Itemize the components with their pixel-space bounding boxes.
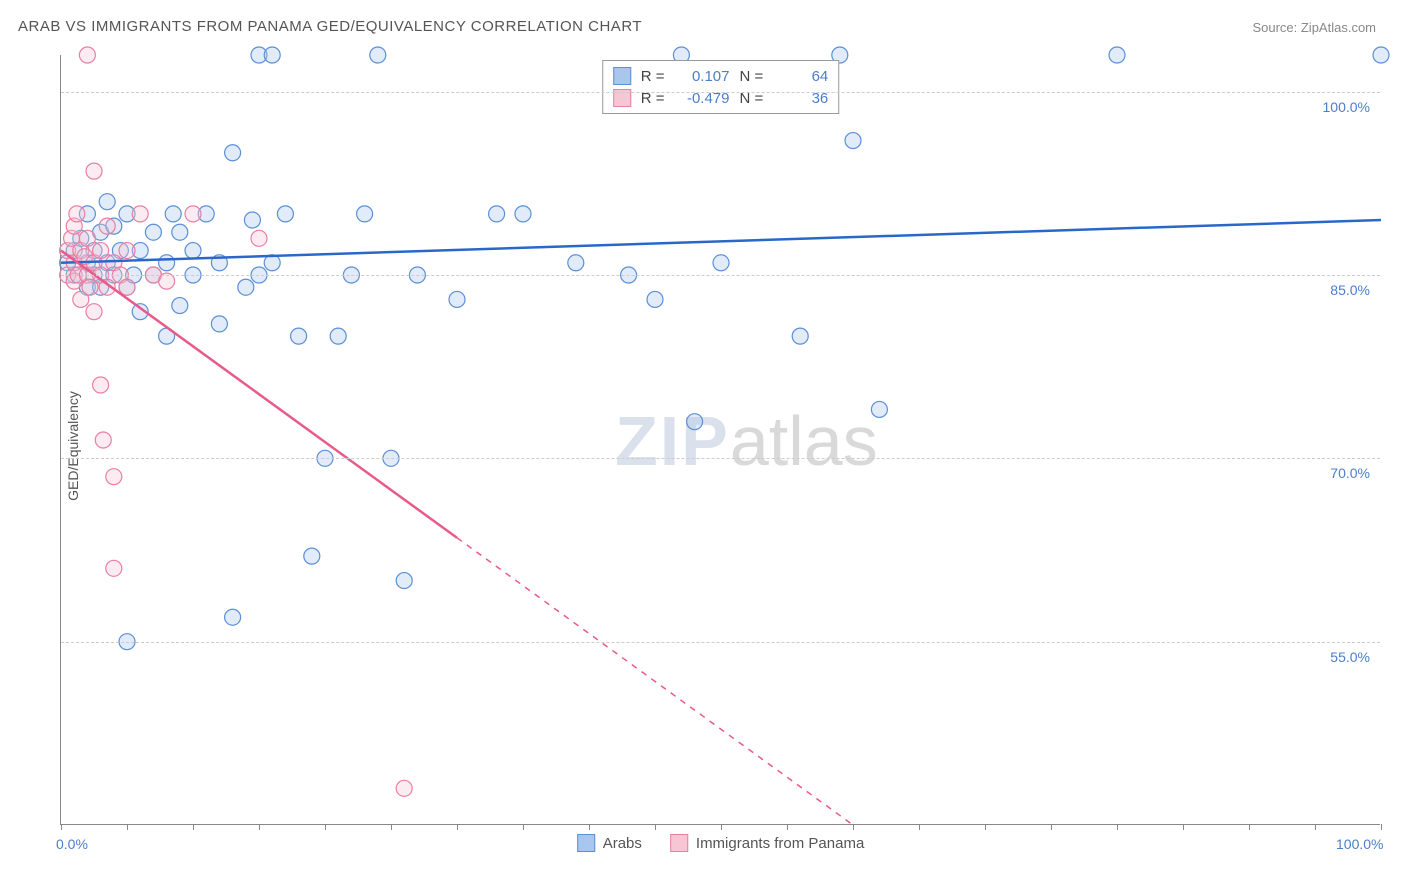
swatch-panama-bottom (670, 834, 688, 852)
data-point (132, 206, 148, 222)
legend-row-panama: R = -0.479 N = 36 (613, 87, 829, 109)
data-point (185, 243, 201, 259)
data-point (291, 328, 307, 344)
swatch-arabs-bottom (577, 834, 595, 852)
x-tick (721, 824, 722, 830)
data-point (172, 224, 188, 240)
data-point (568, 255, 584, 271)
data-point (515, 206, 531, 222)
data-point (69, 206, 85, 222)
data-point (871, 401, 887, 417)
legend-label-panama: Immigrants from Panama (696, 835, 864, 852)
x-tick (853, 824, 854, 830)
r-value-arabs: 0.107 (675, 68, 730, 85)
data-point (79, 230, 95, 246)
data-point (106, 469, 122, 485)
chart-title: ARAB VS IMMIGRANTS FROM PANAMA GED/EQUIV… (18, 18, 642, 35)
data-point (647, 291, 663, 307)
swatch-arabs (613, 67, 631, 85)
legend-label-arabs: Arabs (603, 835, 642, 852)
series-legend: Arabs Immigrants from Panama (577, 834, 865, 852)
data-point (172, 298, 188, 314)
chart-svg (61, 55, 1380, 824)
data-point (159, 255, 175, 271)
data-point (396, 780, 412, 796)
gridline (61, 275, 1380, 276)
data-point (165, 206, 181, 222)
x-tick (259, 824, 260, 830)
data-point (370, 47, 386, 63)
data-point (264, 47, 280, 63)
x-tick (1315, 824, 1316, 830)
data-point (95, 432, 111, 448)
data-point (211, 316, 227, 332)
y-tick-label: 55.0% (1330, 649, 1370, 665)
x-tick (1051, 824, 1052, 830)
x-tick-label: 0.0% (56, 836, 88, 852)
plot-area: ZIPatlas R = 0.107 N = 64 R = -0.479 N =… (60, 55, 1380, 825)
data-point (238, 279, 254, 295)
data-point (86, 304, 102, 320)
correlation-legend: R = 0.107 N = 64 R = -0.479 N = 36 (602, 60, 840, 114)
data-point (449, 291, 465, 307)
x-tick (1249, 824, 1250, 830)
x-tick (589, 824, 590, 830)
data-point (93, 377, 109, 393)
data-point (185, 206, 201, 222)
x-tick (457, 824, 458, 830)
data-point (225, 145, 241, 161)
y-tick-label: 100.0% (1323, 99, 1370, 115)
data-point (687, 414, 703, 430)
n-value-arabs: 64 (773, 68, 828, 85)
gridline (61, 92, 1380, 93)
data-point (845, 133, 861, 149)
data-point (489, 206, 505, 222)
n-label: N = (740, 68, 764, 85)
y-tick-label: 85.0% (1330, 282, 1370, 298)
data-point (330, 328, 346, 344)
data-point (86, 163, 102, 179)
data-point (244, 212, 260, 228)
x-tick (325, 824, 326, 830)
x-tick (919, 824, 920, 830)
x-tick (1117, 824, 1118, 830)
gridline (61, 458, 1380, 459)
legend-row-arabs: R = 0.107 N = 64 (613, 65, 829, 87)
data-point (106, 560, 122, 576)
data-point (1109, 47, 1125, 63)
trend-line-solid (61, 251, 457, 538)
data-point (119, 243, 135, 259)
data-point (792, 328, 808, 344)
data-point (713, 255, 729, 271)
x-tick (193, 824, 194, 830)
x-tick (523, 824, 524, 830)
data-point (93, 243, 109, 259)
x-tick (985, 824, 986, 830)
x-tick (61, 824, 62, 830)
x-tick (1381, 824, 1382, 830)
data-point (277, 206, 293, 222)
source-credit: Source: ZipAtlas.com (1252, 20, 1376, 35)
x-tick (787, 824, 788, 830)
data-point (1373, 47, 1389, 63)
x-tick (655, 824, 656, 830)
gridline (61, 642, 1380, 643)
data-point (99, 218, 115, 234)
x-tick (391, 824, 392, 830)
data-point (396, 573, 412, 589)
r-label: R = (641, 68, 665, 85)
data-point (251, 230, 267, 246)
data-point (357, 206, 373, 222)
data-point (145, 224, 161, 240)
x-tick (1183, 824, 1184, 830)
data-point (304, 548, 320, 564)
x-tick (127, 824, 128, 830)
data-point (225, 609, 241, 625)
x-tick-label: 100.0% (1336, 836, 1383, 852)
data-point (79, 47, 95, 63)
trend-line-dashed (457, 538, 853, 825)
y-tick-label: 70.0% (1330, 465, 1370, 481)
data-point (99, 194, 115, 210)
